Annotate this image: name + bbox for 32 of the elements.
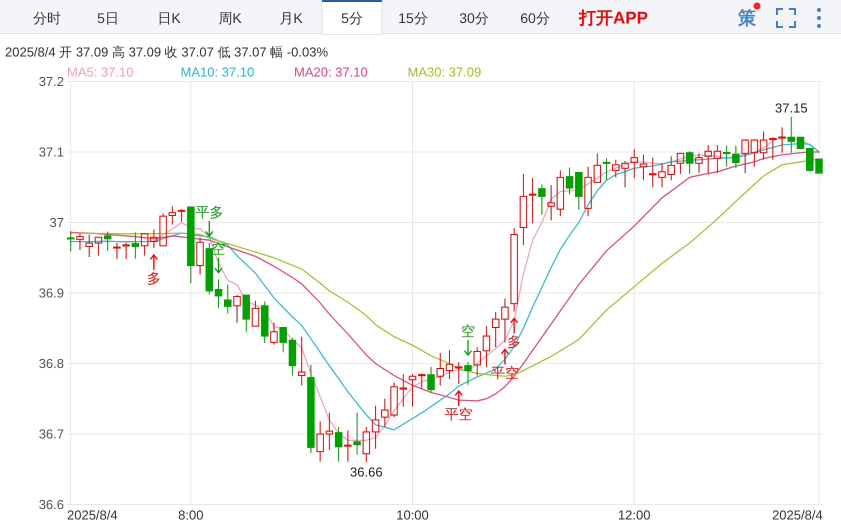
x-tick-label: 2025/8/4 xyxy=(772,508,823,522)
tab-label: 分时 xyxy=(33,10,61,26)
annotation: 多 xyxy=(146,270,161,286)
label-open-app: 打开APP xyxy=(579,8,648,28)
tab-label: 月K xyxy=(279,10,303,26)
y-tick-label: 37 xyxy=(50,215,64,230)
tab-label: 5日 xyxy=(97,10,119,26)
annotation: 37.15 xyxy=(775,100,808,116)
y-tick-label: 36.9 xyxy=(38,286,64,300)
annotation: 平多 xyxy=(195,204,224,220)
annotation: 空 xyxy=(212,240,226,257)
legend: MA5: 37.10 MA10: 37.10 MA20: 37.10 MA30: 37.09 xyxy=(67,64,482,80)
x-tick-label: 12:00 xyxy=(618,508,651,522)
tab-label: 15分 xyxy=(398,10,428,26)
y-tick-label: 36.7 xyxy=(38,426,64,442)
chart-subtitle: 2025/8/4 开 37.09 高 37.09 收 37.07 低 37.07 幅 -0.03% xyxy=(5,44,328,60)
tab-label: 60分 xyxy=(520,10,550,26)
x-tick-label: 2025/8/4 xyxy=(67,508,118,522)
label-strategy: 策 xyxy=(738,8,756,28)
x-tick-label: 10:00 xyxy=(396,508,429,522)
y-tick-label: 37.1 xyxy=(38,144,64,160)
annotation: 36.66 xyxy=(350,464,383,480)
annotation: 平空 xyxy=(444,406,473,422)
y-tick-label: 36.6 xyxy=(38,497,64,512)
tab-label: 30分 xyxy=(459,10,489,26)
x-tick-label: 8:00 xyxy=(178,508,204,522)
tab-selected: 5分 xyxy=(322,0,382,35)
y-tick-label: 37.2 xyxy=(38,74,64,89)
tab-label: 周K xyxy=(218,10,242,26)
y-tick-label: 36.8 xyxy=(38,356,64,371)
tab-label: 日K xyxy=(157,10,181,26)
annotation: 空 xyxy=(460,323,475,340)
